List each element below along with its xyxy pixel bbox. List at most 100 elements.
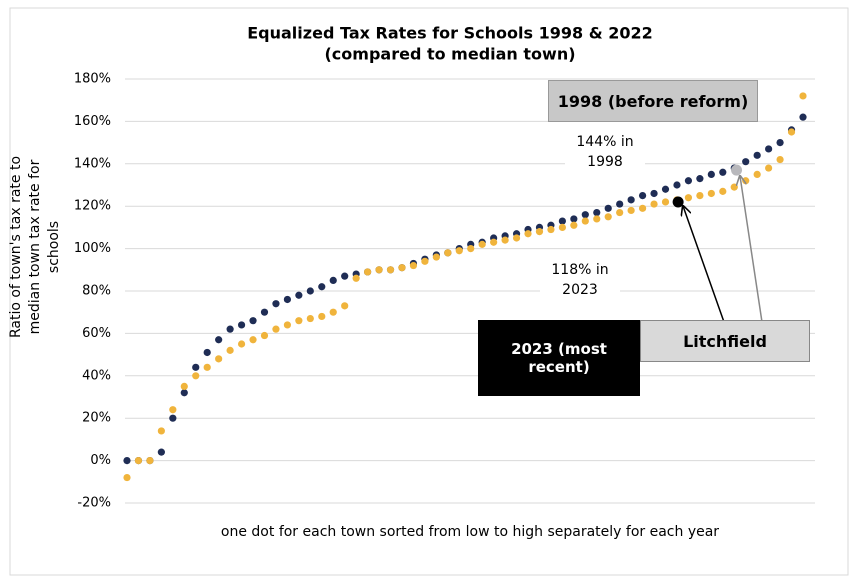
arrow (740, 176, 763, 323)
dot (249, 336, 257, 344)
dot (180, 389, 188, 397)
y-tick-label: 120% (74, 199, 111, 214)
dot (283, 321, 292, 329)
dot (593, 208, 601, 217)
dot (627, 196, 635, 204)
dot (123, 457, 131, 465)
dot (260, 331, 269, 340)
highlight-dot (731, 164, 743, 176)
dot (581, 217, 589, 225)
dot (295, 317, 303, 325)
dot (558, 217, 566, 225)
dot (169, 414, 177, 422)
chart-title: Equalized Tax Rates for Schools 1998 & 2… (247, 24, 653, 43)
dot (719, 187, 727, 195)
dot (260, 308, 269, 316)
y-tick-label: 80% (82, 284, 111, 299)
x-axis-label: one dot for each town sorted from low to… (221, 524, 719, 540)
dot (364, 268, 372, 276)
dot (215, 355, 223, 363)
dot (203, 363, 211, 371)
dot (753, 170, 761, 178)
dot (272, 300, 280, 308)
dot (742, 158, 750, 166)
dot (478, 240, 486, 248)
y-tick-label: 180% (74, 72, 111, 87)
dot (753, 151, 761, 159)
dot (329, 276, 337, 284)
annotation: 118% in 2023 (540, 258, 620, 302)
dot (799, 92, 807, 100)
dot (558, 223, 566, 231)
dot (707, 189, 715, 198)
dot (570, 215, 578, 223)
dot (604, 204, 612, 212)
dot (192, 372, 200, 380)
dot (490, 238, 498, 246)
dot (237, 340, 246, 348)
dot (341, 272, 349, 280)
dot (593, 215, 601, 223)
dot (684, 177, 693, 185)
dot (650, 200, 658, 208)
dot (776, 139, 784, 147)
dot (638, 192, 647, 200)
dot (192, 363, 200, 371)
dot (306, 314, 314, 323)
dot (787, 128, 796, 136)
dot (306, 287, 314, 295)
dot (421, 257, 429, 265)
dot (272, 325, 280, 333)
highlight-dot (672, 196, 684, 208)
dots (123, 92, 807, 482)
dot (157, 427, 165, 435)
dot (627, 206, 635, 215)
dot (616, 200, 624, 208)
annotation: 144% in 1998 (565, 130, 645, 174)
dot (386, 266, 395, 274)
dot (696, 175, 704, 183)
dot (237, 321, 246, 329)
dot (329, 308, 337, 316)
dot (661, 185, 670, 193)
dot (684, 194, 693, 202)
dot (673, 181, 681, 189)
dot (180, 382, 188, 390)
dot (146, 457, 154, 465)
grid: -20% 0% 20% 40% 60% 80% 100% 120% 140% 160% 180% (74, 72, 815, 511)
dot (203, 348, 211, 357)
y-tick-label: 40% (82, 368, 111, 383)
dot (570, 221, 578, 229)
y-axis-label: Ratio of town's tax rate to median town … (7, 155, 62, 339)
dot (616, 208, 624, 217)
dot (432, 253, 440, 261)
dot (776, 155, 784, 164)
dot (661, 198, 670, 206)
y-tick-label: 160% (74, 114, 111, 129)
dot (215, 336, 223, 344)
arrow (683, 206, 725, 323)
dot (581, 211, 589, 219)
dot (398, 264, 406, 272)
dot (249, 317, 257, 325)
dot (535, 228, 544, 236)
dot (730, 183, 738, 191)
dot (719, 168, 727, 176)
y-tick-label: -20% (77, 496, 111, 511)
dot (444, 249, 452, 257)
dot (765, 145, 773, 153)
dot (295, 291, 303, 299)
dot (707, 170, 715, 178)
y-tick-label: 100% (74, 241, 111, 256)
highlights (672, 164, 743, 208)
dot (341, 302, 349, 310)
dot (375, 266, 383, 274)
dot (318, 312, 326, 321)
chart-subtitle: (compared to median town) (324, 45, 575, 64)
dot (455, 247, 463, 255)
dot (123, 473, 131, 482)
dot (799, 113, 807, 121)
dot (467, 245, 475, 253)
legend-box: 1998 (before reform) (548, 80, 758, 122)
